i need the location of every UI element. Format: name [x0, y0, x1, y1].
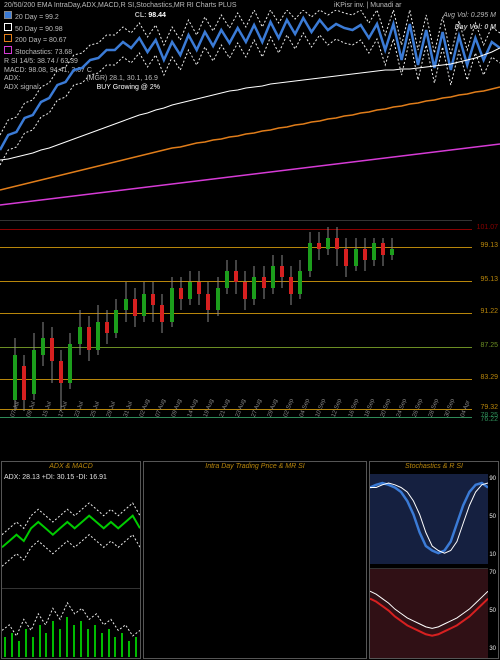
adx-macd-panel: ADX & MACD ADX: 28.13 +DI: 30.15 -DI: 16… — [1, 461, 141, 659]
intraday-panel: Intra Day Trading Price & MR SI — [143, 461, 367, 659]
lower-panels: ADX & MACD ADX: 28.13 +DI: 30.15 -DI: 16… — [0, 460, 500, 660]
adx-readout: ADX: 28.13 +DI: 30.15 -DI: 16.91 — [4, 474, 107, 481]
date-axis: 07 Jul09 Jul15 Jul17 Jul23 Jul25 Jul29 J… — [0, 410, 472, 460]
ema-chart — [0, 10, 500, 210]
candlestick-chart — [0, 220, 472, 410]
stoch-rsi-panel: Stochastics & R SI 905010 705030 — [369, 461, 499, 659]
price-axis: 101.0799.1395.1391.2287.2583.2979.3278.2… — [472, 220, 500, 410]
